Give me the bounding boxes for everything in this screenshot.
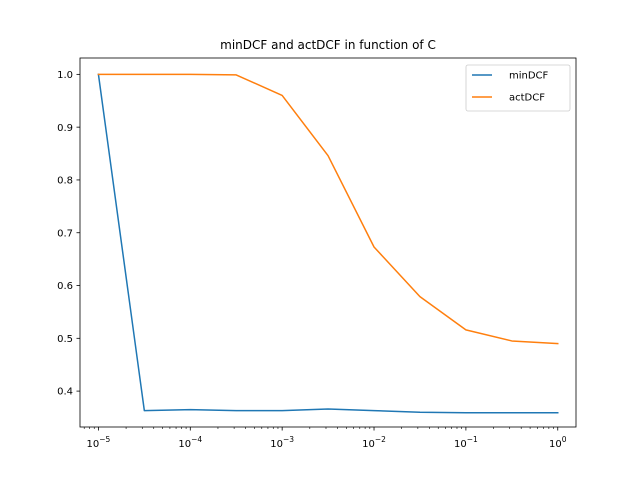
y-tick-label: 1.0 <box>57 70 73 81</box>
legend-label-actDCF: actDCF <box>509 93 545 104</box>
y-tick-label: 0.8 <box>57 176 73 187</box>
plot-area: 0.4 0.5 0.6 0.7 0.8 0.9 1.0 10−5 10−4 10−3 10−2 10−… <box>57 57 577 450</box>
y-tick-label: 0.7 <box>57 228 73 239</box>
legend-box <box>465 64 571 112</box>
series-line-minDCF <box>97 73 559 414</box>
x-tick-label: 10−3 <box>270 435 294 450</box>
x-tick-label: 10−1 <box>454 435 478 450</box>
legend-label-minDCF: minDCF <box>509 71 549 82</box>
y-tick-label: 0.4 <box>57 387 73 398</box>
chart-title: minDCF and actDCF in function of C <box>220 38 436 52</box>
x-tick-label: 10−4 <box>178 435 202 450</box>
x-tick-label: 10−2 <box>362 435 386 450</box>
series-line-actDCF <box>97 73 559 345</box>
x-tick-label: 100 <box>549 435 567 450</box>
y-tick-label: 0.5 <box>57 334 73 345</box>
axes-frame <box>79 57 577 428</box>
y-tick-label: 0.6 <box>57 281 73 292</box>
x-tick-label: 10−5 <box>87 435 111 450</box>
y-tick-label: 0.9 <box>57 123 73 134</box>
